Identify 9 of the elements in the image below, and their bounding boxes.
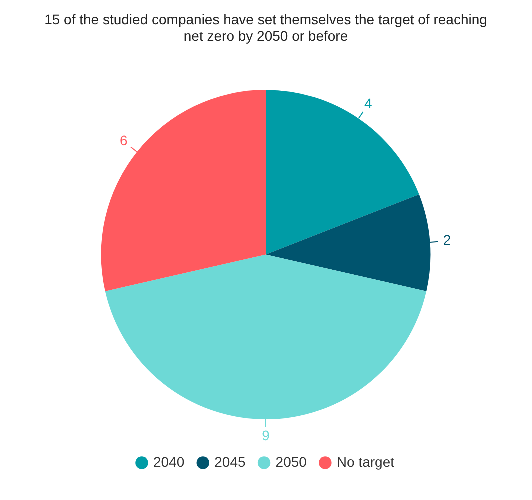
legend-label: 2040 [153,454,185,470]
legend-label: 2045 [214,454,246,470]
legend-label: No target [336,454,395,470]
data-label: 4 [364,96,372,112]
legend-label: 2050 [276,454,308,470]
data-label: 2 [443,232,452,248]
data-label: 9 [262,427,270,444]
chart-title: 15 of the studied companies have set themselves the target of reaching net zero by 2050 or before [44,11,488,44]
data-label: 6 [120,132,128,148]
